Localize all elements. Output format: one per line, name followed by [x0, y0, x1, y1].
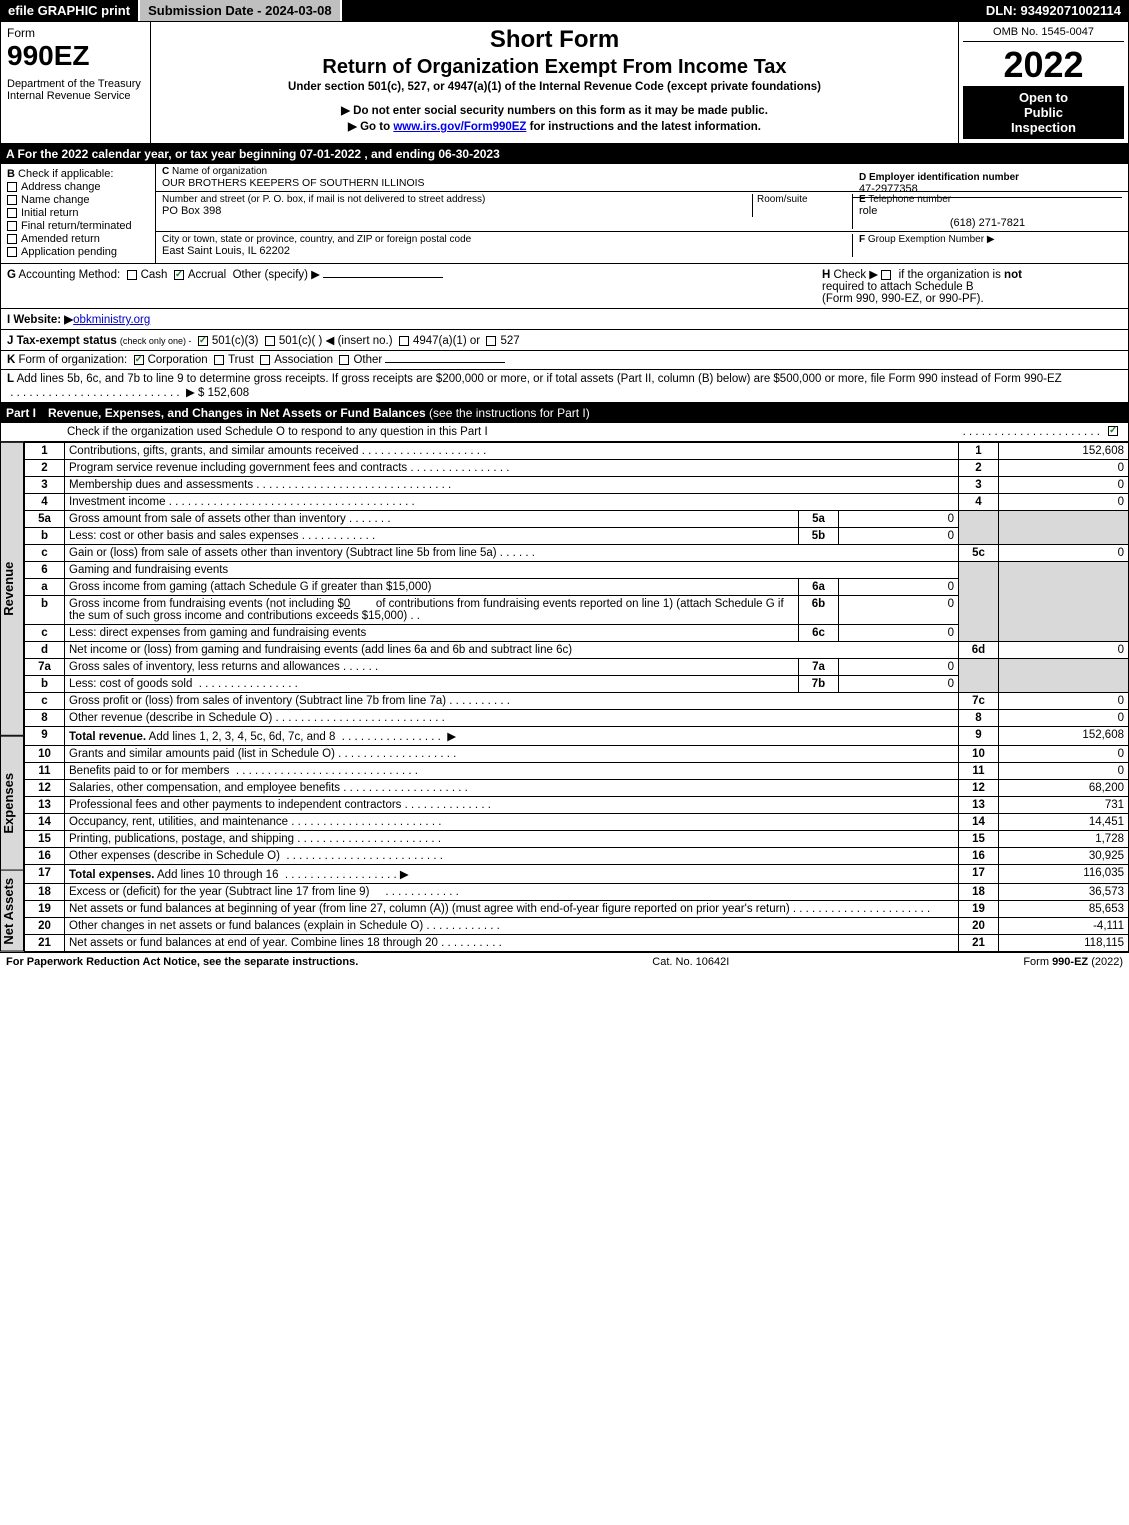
- check-assoc[interactable]: [260, 355, 270, 365]
- line-g-h: G Accounting Method: Cash Accrual Other …: [0, 264, 1129, 309]
- column-b: B Check if applicable: Address change Na…: [1, 164, 156, 263]
- check-address-change[interactable]: Address change: [7, 181, 149, 193]
- line-l: L Add lines 5b, 6c, and 7b to line 9 to …: [0, 370, 1129, 403]
- revenue-table: 1Contributions, gifts, grants, and simil…: [24, 442, 1129, 952]
- box-f: F Group Exemption Number ▶: [852, 234, 1122, 257]
- line-i: I Website: ▶obkministry.org: [0, 309, 1129, 330]
- line-j: J Tax-exempt status (check only one) - 5…: [0, 330, 1129, 351]
- line-12: 12Salaries, other compensation, and empl…: [25, 780, 1129, 797]
- header-center: Short Form Return of Organization Exempt…: [151, 22, 958, 143]
- title-short-form: Short Form: [155, 26, 954, 54]
- top-bar: efile GRAPHIC print Submission Date - 20…: [0, 0, 1129, 21]
- open-to-public: Open to Public Inspection: [963, 86, 1124, 139]
- city: East Saint Louis, IL 62202: [162, 245, 852, 257]
- header-left: Form 990EZ Department of the Treasury In…: [1, 22, 151, 143]
- check-accrual[interactable]: [174, 270, 184, 280]
- line-18: 18Excess or (deficit) for the year (Subt…: [25, 884, 1129, 901]
- part-1-body: Revenue Expenses Net Assets 1Contributio…: [0, 442, 1129, 952]
- line-9: 9Total revenue. Add lines 1, 2, 3, 4, 5c…: [25, 727, 1129, 746]
- efile-label: efile GRAPHIC print: [0, 0, 140, 21]
- column-cdef: C Name of organization OUR BROTHERS KEEP…: [156, 164, 1128, 263]
- dept-treasury: Department of the Treasury: [7, 78, 144, 90]
- line-15: 15Printing, publications, postage, and s…: [25, 831, 1129, 848]
- omb-number: OMB No. 1545-0047: [963, 26, 1124, 42]
- check-corp[interactable]: [134, 355, 144, 365]
- cat-no: Cat. No. 10642I: [652, 956, 729, 968]
- website-link[interactable]: obkministry.org: [73, 314, 150, 326]
- form-code: 990EZ: [7, 40, 144, 72]
- note-goto: ▶ Go to www.irs.gov/Form990EZ for instru…: [155, 119, 954, 133]
- check-final-return[interactable]: Final return/terminated: [7, 220, 149, 232]
- line-4: 4Investment income . . . . . . . . . . .…: [25, 494, 1129, 511]
- header-right: OMB No. 1545-0047 2022 Open to Public In…: [958, 22, 1128, 143]
- line-14: 14Occupancy, rent, utilities, and mainte…: [25, 814, 1129, 831]
- expenses-label: Expenses: [0, 736, 24, 871]
- dln: DLN: 93492071002114: [978, 0, 1129, 21]
- check-cash[interactable]: [127, 270, 137, 280]
- line-6: 6Gaming and fundraising events: [25, 562, 1129, 579]
- line-10: 10Grants and similar amounts paid (list …: [25, 746, 1129, 763]
- check-initial-return[interactable]: Initial return: [7, 207, 149, 219]
- form-ref: Form 990-EZ (2022): [1023, 956, 1123, 968]
- check-pending[interactable]: Application pending: [7, 246, 149, 258]
- line-5c: cGain or (loss) from sale of assets othe…: [25, 545, 1129, 562]
- phone: (618) 271-7821: [859, 217, 1116, 229]
- check-amended[interactable]: Amended return: [7, 233, 149, 245]
- line-1: 1Contributions, gifts, grants, and simil…: [25, 443, 1129, 460]
- street: PO Box 398: [162, 205, 752, 217]
- section-bcdef: B Check if applicable: Address change Na…: [0, 164, 1129, 264]
- check-527[interactable]: [486, 336, 496, 346]
- part-1-header: Part I Revenue, Expenses, and Changes in…: [0, 403, 1129, 423]
- line-20: 20Other changes in net assets or fund ba…: [25, 918, 1129, 935]
- check-h[interactable]: [881, 270, 891, 280]
- line-7a: 7aGross sales of inventory, less returns…: [25, 659, 1129, 676]
- title-return: Return of Organization Exempt From Incom…: [155, 56, 954, 79]
- line-19: 19Net assets or fund balances at beginni…: [25, 901, 1129, 918]
- line-3: 3Membership dues and assessments . . . .…: [25, 477, 1129, 494]
- line-21: 21Net assets or fund balances at end of …: [25, 935, 1129, 952]
- revenue-label: Revenue: [0, 442, 24, 736]
- line-7c: cGross profit or (loss) from sales of in…: [25, 693, 1129, 710]
- check-schedule-o[interactable]: [1108, 426, 1118, 436]
- line-11: 11Benefits paid to or for members . . . …: [25, 763, 1129, 780]
- dept-irs: Internal Revenue Service: [7, 90, 144, 102]
- row-a-tax-year: A For the 2022 calendar year, or tax yea…: [0, 144, 1129, 164]
- line-16: 16Other expenses (describe in Schedule O…: [25, 848, 1129, 865]
- tax-year: 2022: [963, 44, 1124, 86]
- line-5a: 5aGross amount from sale of assets other…: [25, 511, 1129, 528]
- check-trust[interactable]: [214, 355, 224, 365]
- check-501c[interactable]: [265, 336, 275, 346]
- paperwork-notice: For Paperwork Reduction Act Notice, see …: [6, 956, 358, 968]
- gross-receipts: ▶ $ 152,608: [186, 387, 249, 399]
- subtitle: Under section 501(c), 527, or 4947(a)(1)…: [155, 81, 954, 93]
- net-assets-label: Net Assets: [0, 870, 24, 952]
- submission-date: Submission Date - 2024-03-08: [140, 0, 342, 21]
- check-other-org[interactable]: [339, 355, 349, 365]
- box-d-e: D Employer identification number 47-2977…: [852, 194, 1122, 229]
- line-8: 8Other revenue (describe in Schedule O) …: [25, 710, 1129, 727]
- form-header: Form 990EZ Department of the Treasury In…: [0, 21, 1129, 144]
- line-2: 2Program service revenue including gover…: [25, 460, 1129, 477]
- page-footer: For Paperwork Reduction Act Notice, see …: [0, 952, 1129, 971]
- line-17: 17Total expenses. Add lines 10 through 1…: [25, 865, 1129, 884]
- note-ssn: ▶ Do not enter social security numbers o…: [155, 103, 954, 117]
- irs-link[interactable]: www.irs.gov/Form990EZ: [393, 121, 526, 133]
- ein: 47-2977358: [859, 183, 1116, 195]
- part-1-check: Check if the organization used Schedule …: [0, 423, 1129, 442]
- line-k: K Form of organization: Corporation Trus…: [0, 351, 1129, 370]
- form-word: Form: [7, 26, 144, 40]
- line-13: 13Professional fees and other payments t…: [25, 797, 1129, 814]
- check-name-change[interactable]: Name change: [7, 194, 149, 206]
- check-4947[interactable]: [399, 336, 409, 346]
- org-name: OUR BROTHERS KEEPERS OF SOUTHERN ILLINOI…: [162, 177, 852, 189]
- check-501c3[interactable]: [198, 336, 208, 346]
- line-6d: dNet income or (loss) from gaming and fu…: [25, 642, 1129, 659]
